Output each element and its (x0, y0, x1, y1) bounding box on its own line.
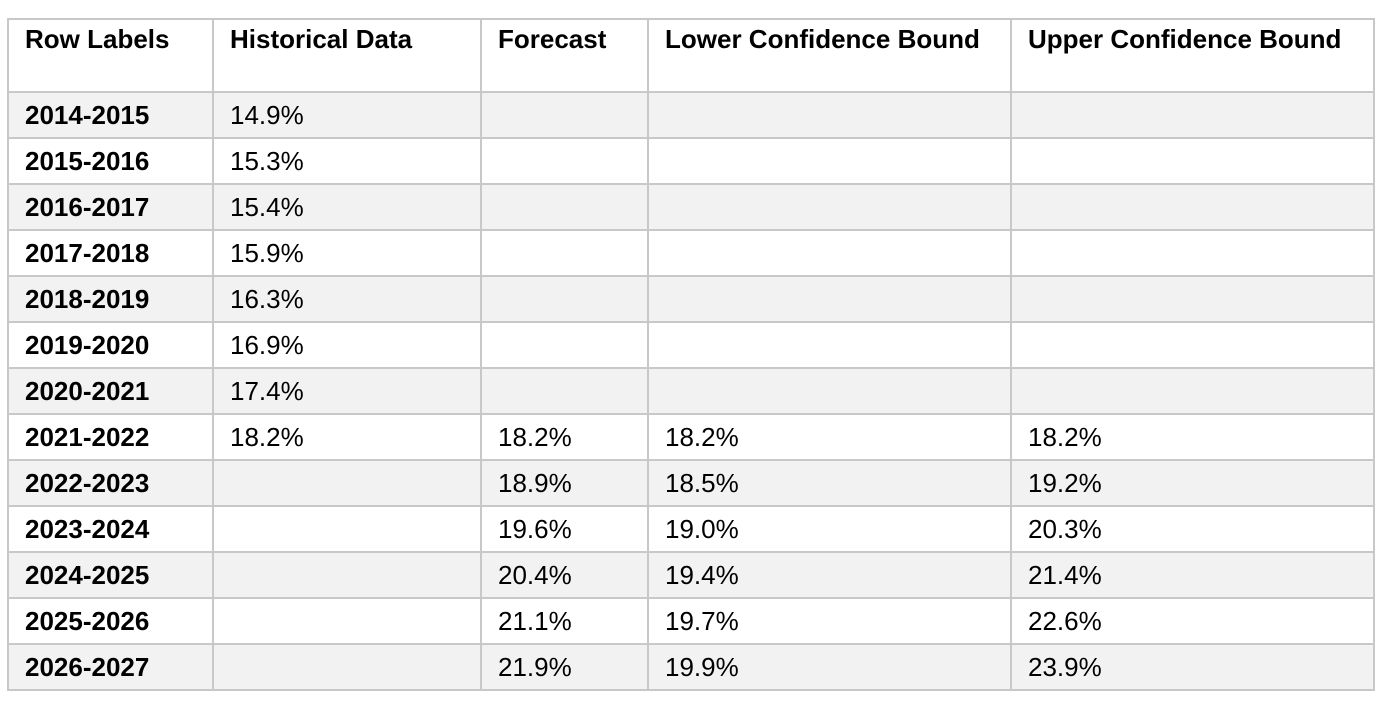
forecast-table-container: Row Labels Historical Data Forecast Lowe… (7, 18, 1375, 691)
lower-bound-cell (647, 275, 1012, 323)
forecast-cell (480, 91, 649, 139)
row-label-cell: 2026-2027 (7, 643, 214, 691)
table-row: 2023-2024 19.6% 19.0% 20.3% (7, 505, 1375, 553)
upper-bound-cell (1010, 91, 1375, 139)
forecast-table: Row Labels Historical Data Forecast Lowe… (7, 18, 1375, 691)
historical-data-cell (212, 643, 482, 691)
row-label-cell: 2021-2022 (7, 413, 214, 461)
upper-bound-cell: 19.2% (1010, 459, 1375, 507)
row-label-cell: 2016-2017 (7, 183, 214, 231)
historical-data-cell (212, 551, 482, 599)
historical-data-cell: 18.2% (212, 413, 482, 461)
table-row: 2015-2016 15.3% (7, 137, 1375, 185)
table-row: 2025-2026 21.1% 19.7% 22.6% (7, 597, 1375, 645)
header-forecast: Forecast (480, 18, 649, 93)
header-row: Row Labels Historical Data Forecast Lowe… (7, 18, 1375, 93)
row-label-cell: 2020-2021 (7, 367, 214, 415)
lower-bound-cell: 19.9% (647, 643, 1012, 691)
table-row: 2026-2027 21.9% 19.9% 23.9% (7, 643, 1375, 691)
forecast-cell (480, 137, 649, 185)
historical-data-cell: 15.3% (212, 137, 482, 185)
forecast-cell: 18.2% (480, 413, 649, 461)
row-label-cell: 2025-2026 (7, 597, 214, 645)
lower-bound-cell: 19.0% (647, 505, 1012, 553)
historical-data-cell: 16.3% (212, 275, 482, 323)
header-row-labels: Row Labels (7, 18, 214, 93)
header-historical-data: Historical Data (212, 18, 482, 93)
upper-bound-cell (1010, 183, 1375, 231)
table-row: 2019-2020 16.9% (7, 321, 1375, 369)
forecast-cell: 19.6% (480, 505, 649, 553)
upper-bound-cell (1010, 321, 1375, 369)
table-row: 2022-2023 18.9% 18.5% 19.2% (7, 459, 1375, 507)
upper-bound-cell (1010, 137, 1375, 185)
row-label-cell: 2018-2019 (7, 275, 214, 323)
row-label-cell: 2015-2016 (7, 137, 214, 185)
upper-bound-cell (1010, 367, 1375, 415)
upper-bound-cell: 23.9% (1010, 643, 1375, 691)
row-label-cell: 2019-2020 (7, 321, 214, 369)
row-label-cell: 2024-2025 (7, 551, 214, 599)
table-row: 2017-2018 15.9% (7, 229, 1375, 277)
table-row: 2021-2022 18.2% 18.2% 18.2% 18.2% (7, 413, 1375, 461)
upper-bound-cell (1010, 275, 1375, 323)
forecast-cell: 21.9% (480, 643, 649, 691)
table-body: 2014-2015 14.9% 2015-2016 15.3% 2016-2017 15.… (7, 91, 1375, 691)
lower-bound-cell (647, 229, 1012, 277)
lower-bound-cell (647, 367, 1012, 415)
forecast-cell: 18.9% (480, 459, 649, 507)
lower-bound-cell: 18.5% (647, 459, 1012, 507)
historical-data-cell (212, 597, 482, 645)
row-label-cell: 2022-2023 (7, 459, 214, 507)
historical-data-cell: 17.4% (212, 367, 482, 415)
upper-bound-cell: 18.2% (1010, 413, 1375, 461)
forecast-cell: 21.1% (480, 597, 649, 645)
row-label-cell: 2017-2018 (7, 229, 214, 277)
upper-bound-cell: 21.4% (1010, 551, 1375, 599)
historical-data-cell: 16.9% (212, 321, 482, 369)
upper-bound-cell (1010, 229, 1375, 277)
lower-bound-cell: 18.2% (647, 413, 1012, 461)
table-row: 2024-2025 20.4% 19.4% 21.4% (7, 551, 1375, 599)
upper-bound-cell: 22.6% (1010, 597, 1375, 645)
row-label-cell: 2023-2024 (7, 505, 214, 553)
header-lower-confidence-bound: Lower Confidence Bound (647, 18, 1012, 93)
lower-bound-cell: 19.4% (647, 551, 1012, 599)
historical-data-cell: 15.4% (212, 183, 482, 231)
lower-bound-cell (647, 183, 1012, 231)
lower-bound-cell (647, 137, 1012, 185)
lower-bound-cell (647, 321, 1012, 369)
forecast-cell (480, 183, 649, 231)
lower-bound-cell (647, 91, 1012, 139)
forecast-cell (480, 321, 649, 369)
historical-data-cell: 15.9% (212, 229, 482, 277)
header-upper-confidence-bound: Upper Confidence Bound (1010, 18, 1375, 93)
row-label-cell: 2014-2015 (7, 91, 214, 139)
upper-bound-cell: 20.3% (1010, 505, 1375, 553)
table-row: 2020-2021 17.4% (7, 367, 1375, 415)
table-row: 2016-2017 15.4% (7, 183, 1375, 231)
historical-data-cell: 14.9% (212, 91, 482, 139)
table-row: 2018-2019 16.3% (7, 275, 1375, 323)
historical-data-cell (212, 459, 482, 507)
forecast-cell (480, 367, 649, 415)
lower-bound-cell: 19.7% (647, 597, 1012, 645)
historical-data-cell (212, 505, 482, 553)
forecast-cell (480, 275, 649, 323)
table-row: 2014-2015 14.9% (7, 91, 1375, 139)
forecast-cell (480, 229, 649, 277)
forecast-cell: 20.4% (480, 551, 649, 599)
